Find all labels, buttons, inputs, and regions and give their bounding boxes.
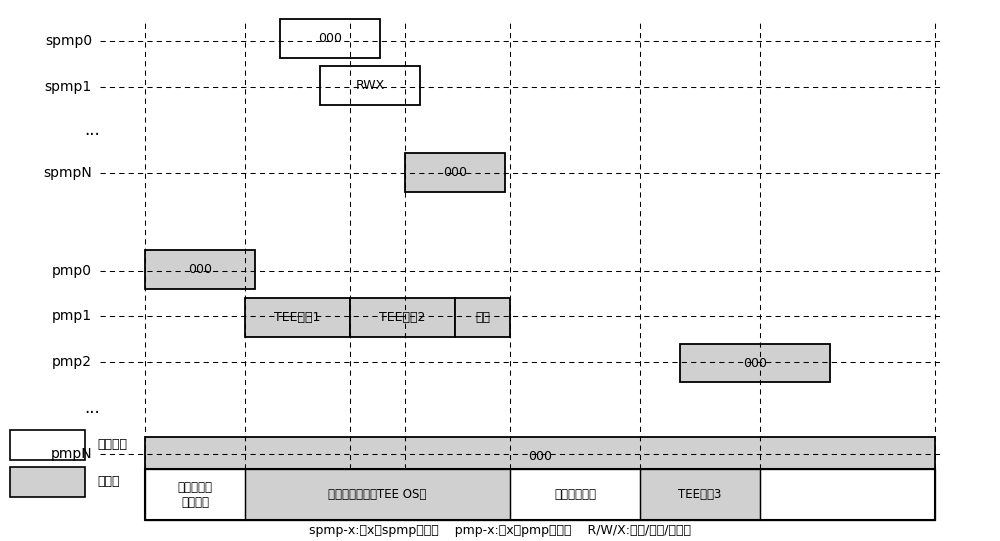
- Text: 可访问: 可访问: [97, 475, 120, 489]
- Bar: [145, 437, 935, 476]
- Text: 000: 000: [743, 357, 767, 370]
- Text: TEE程序2: TEE程序2: [379, 311, 426, 324]
- Text: 安全监视器
所处内存: 安全监视器 所处内存: [178, 481, 212, 509]
- Bar: [405, 153, 505, 192]
- Text: ...: ...: [84, 121, 100, 139]
- Text: TEE程序1: TEE程序1: [274, 311, 321, 324]
- Bar: [680, 344, 830, 382]
- Bar: [640, 469, 760, 520]
- Bar: [280, 19, 380, 58]
- Bar: [145, 469, 245, 520]
- Text: spmpN: spmpN: [43, 166, 92, 180]
- Bar: [760, 469, 935, 520]
- Text: 000: 000: [528, 450, 552, 463]
- Bar: [10, 430, 85, 460]
- Bar: [320, 66, 420, 105]
- Text: 操作系统内存: 操作系统内存: [554, 488, 596, 502]
- Bar: [245, 469, 510, 520]
- Text: 不可访问: 不可访问: [97, 438, 127, 452]
- Bar: [145, 469, 935, 520]
- Text: pmp2: pmp2: [52, 355, 92, 370]
- Bar: [350, 298, 455, 337]
- Bar: [10, 467, 85, 497]
- Text: RWX: RWX: [355, 79, 385, 92]
- Bar: [510, 469, 640, 520]
- Text: 其他: 其他: [475, 311, 490, 324]
- Bar: [455, 298, 510, 337]
- Text: spmp-x:第x组spmp寄存器    pmp-x:第x组pmp寄存器    R/W/X:可读/可写/可执行: spmp-x:第x组spmp寄存器 pmp-x:第x组pmp寄存器 R/W/X:…: [309, 524, 691, 537]
- Bar: [145, 250, 255, 289]
- Text: 000: 000: [188, 263, 212, 276]
- Text: pmp0: pmp0: [52, 263, 92, 278]
- Text: spmp1: spmp1: [45, 80, 92, 94]
- Bar: [510, 469, 640, 520]
- Text: pmpN: pmpN: [50, 447, 92, 461]
- Text: TEE程序3: TEE程序3: [678, 488, 722, 502]
- Text: pmp1: pmp1: [52, 309, 92, 324]
- Text: 可信操作系统（TEE OS）: 可信操作系统（TEE OS）: [328, 488, 427, 502]
- Text: 000: 000: [318, 32, 342, 45]
- Text: spmp0: spmp0: [45, 34, 92, 48]
- Bar: [245, 469, 510, 520]
- Bar: [640, 469, 760, 520]
- Bar: [245, 298, 350, 337]
- Bar: [145, 469, 245, 520]
- Text: ...: ...: [84, 399, 100, 418]
- Bar: [760, 469, 935, 520]
- Text: 000: 000: [443, 166, 467, 179]
